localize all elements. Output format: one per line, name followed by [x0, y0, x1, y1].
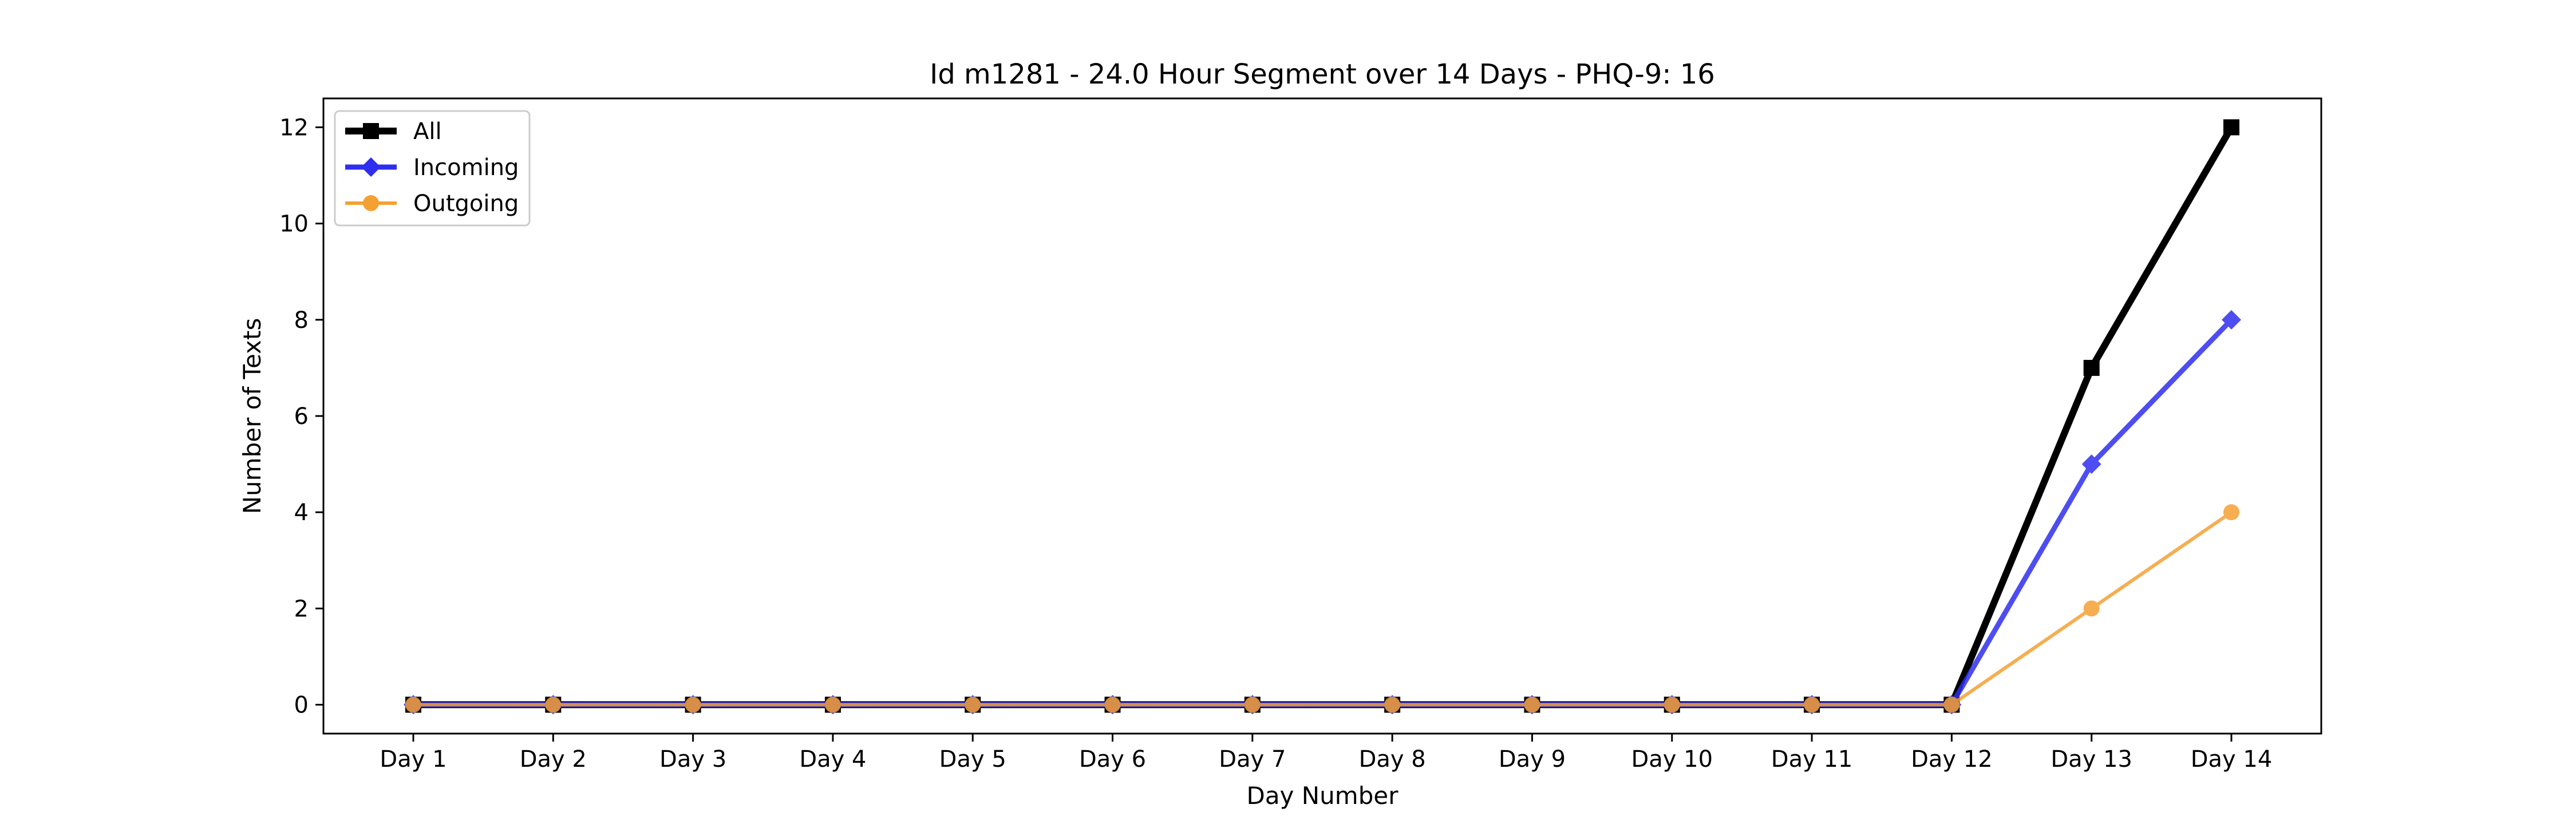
legend-item: All [345, 118, 442, 145]
x-tick-label: Day 9 [1499, 746, 1566, 772]
data-point [1804, 696, 1820, 713]
legend: All Incoming Outgoing [334, 110, 531, 227]
data-point [405, 696, 421, 713]
series-line [413, 510, 2233, 707]
legend-swatch-marker [363, 123, 379, 139]
legend-label: All [413, 118, 442, 145]
y-tick-label: 12 [279, 114, 309, 141]
data-point [1524, 696, 1540, 713]
x-axis-ticks: Day 1 Day 2 Day 3 Day 4 Day 5 Day 6 Day 7 Day 8… [380, 734, 2272, 772]
data-point [1244, 696, 1261, 713]
data-point [965, 696, 981, 713]
x-tick-label: Day 7 [1219, 746, 1286, 772]
data-point [2083, 359, 2100, 376]
y-tick-label: 8 [294, 307, 309, 334]
x-axis-label: Day Number [1246, 782, 1398, 810]
data-point [545, 696, 562, 713]
x-tick-label: Day 2 [520, 746, 587, 772]
x-tick-label: Day 11 [1771, 746, 1853, 772]
x-tick-label: Day 5 [939, 746, 1006, 772]
data-point [2083, 600, 2100, 617]
data-point [685, 696, 701, 713]
legend-swatch-marker [361, 157, 381, 177]
y-tick-label: 4 [294, 500, 309, 526]
y-axis-ticks: 0 2 4 6 8 10 12 [279, 114, 323, 719]
legend-item: Outgoing [345, 191, 519, 217]
y-axis-label: Number of Texts [238, 318, 266, 514]
legend-item: Incoming [345, 154, 519, 181]
data-point [1664, 696, 1680, 713]
series-outgoing [405, 504, 2239, 713]
data-point [2223, 119, 2239, 136]
data-point [2223, 504, 2239, 521]
x-tick-label: Day 4 [799, 746, 866, 772]
data-point [1104, 696, 1121, 713]
y-tick-label: 2 [294, 596, 309, 622]
data-point [1384, 696, 1401, 713]
chart-title: Id m1281 - 24.0 Hour Segment over 14 Day… [930, 58, 1715, 90]
data-point [824, 696, 841, 713]
data-point [1943, 696, 1960, 713]
data-point [2081, 454, 2101, 474]
data-point [2222, 310, 2241, 330]
y-tick-label: 10 [279, 211, 309, 237]
y-tick-label: 6 [294, 403, 309, 430]
legend-swatch-marker [363, 195, 379, 211]
legend-label: Outgoing [413, 191, 519, 217]
plot-area-frame [322, 97, 2322, 735]
x-tick-label: Day 12 [1911, 746, 1993, 772]
x-tick-label: Day 8 [1359, 746, 1426, 772]
series-layer [404, 119, 2241, 715]
x-tick-label: Day 13 [2050, 746, 2132, 772]
x-tick-label: Day 6 [1079, 746, 1146, 772]
x-tick-label: Day 14 [2191, 746, 2273, 772]
legend-box [334, 110, 531, 227]
legend-label: Incoming [413, 154, 519, 181]
y-tick-label: 0 [294, 692, 309, 719]
x-tick-label: Day 3 [659, 746, 726, 772]
x-tick-label: Day 1 [380, 746, 447, 772]
x-tick-label: Day 10 [1631, 746, 1713, 772]
